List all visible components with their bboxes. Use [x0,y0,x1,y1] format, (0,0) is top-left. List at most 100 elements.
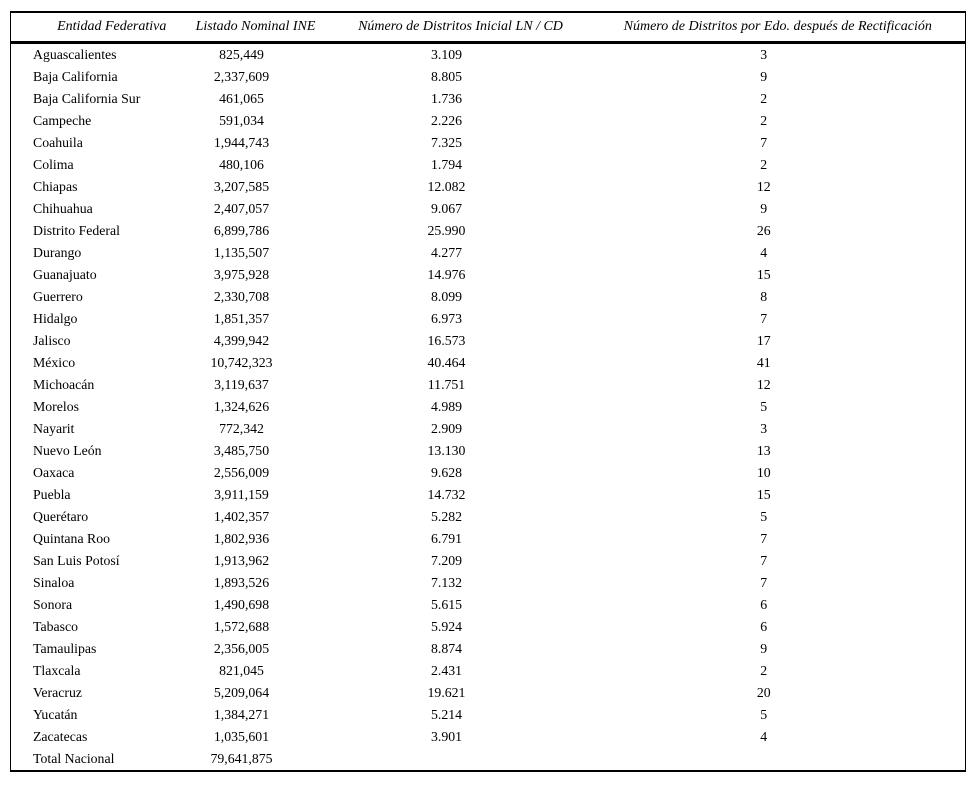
distritos-rectificacion-cell: 5 [760,399,768,414]
distritos-rectificacion-cell: 9 [760,201,768,216]
table-row: Aguascalientes 825,449 3.109 3 [11,43,966,67]
listado-nominal-cell: 79,641,875 [210,751,273,766]
table-row: Veracruz 5,209,064 19.621 20 [11,682,966,704]
table-row: México 10,742,323 40.464 41 [11,352,966,374]
distritos-inicial-cell: 14.732 [427,487,466,502]
listado-nominal-cell: 461,065 [219,91,264,106]
distritos-inicial-cell: 9.067 [430,201,463,216]
distritos-rectificacion-cell: 41 [756,355,771,370]
entity-cell: Colima [33,157,74,172]
distritos-inicial-cell: 2.226 [430,113,463,128]
distritos-inicial-cell: 12.082 [427,179,466,194]
listado-nominal-cell: 591,034 [219,113,264,128]
distritos-inicial-cell: 6.791 [430,531,463,546]
listado-nominal-cell: 2,330,708 [213,289,270,304]
entity-cell: Guerrero [33,289,83,304]
entity-cell: México [33,355,76,370]
listado-nominal-cell: 5,209,064 [213,685,270,700]
entity-cell: Sinaloa [33,575,75,590]
listado-nominal-cell: 3,207,585 [213,179,270,194]
distritos-inicial-cell: 5.282 [430,509,463,524]
distritos-rectificacion-cell: 4 [760,729,768,744]
distritos-rectificacion-cell: 9 [760,641,768,656]
listado-nominal-cell: 4,399,942 [213,333,270,348]
entity-cell: Veracruz [33,685,83,700]
listado-nominal-cell: 821,045 [219,663,264,678]
distritos-rectificacion-cell: 7 [760,311,768,326]
listado-nominal-cell: 1,324,626 [213,399,270,414]
distritos-rectificacion-cell: 3 [760,47,768,62]
header-distritos-inicial: Número de Distritos Inicial LN / CD [330,12,591,44]
distritos-rectificacion-cell: 15 [756,487,771,502]
distritos-rectificacion-cell: 6 [760,597,768,612]
entity-cell: Sonora [33,597,73,612]
listado-nominal-cell: 2,407,057 [213,201,270,216]
entity-cell: Total Nacional [33,751,115,766]
table-row: Guerrero 2,330,708 8.099 8 [11,286,966,308]
entity-cell: Morelos [33,399,79,414]
districts-rectification-table: Entidad Federativa Listado Nominal INE N… [10,11,966,772]
table-header-row: Entidad Federativa Listado Nominal INE N… [10,12,966,44]
table-row: Tabasco 1,572,688 5.924 6 [11,616,966,638]
distritos-rectificacion-cell: 2 [760,113,768,128]
entity-cell: Quintana Roo [33,531,111,546]
distritos-inicial-cell: 5.214 [430,707,463,722]
entity-cell: Baja California [33,69,118,84]
distritos-inicial-cell: 5.924 [430,619,463,634]
table-row: Nayarit 772,342 2.909 3 [11,418,966,440]
distritos-inicial-cell: 11.751 [427,377,466,392]
entity-cell: Coahuila [33,135,83,150]
distritos-rectificacion-cell: 3 [760,421,768,436]
entity-cell: Chiapas [33,179,78,194]
listado-nominal-cell: 1,572,688 [213,619,270,634]
table-row: Chihuahua 2,407,057 9.067 9 [11,198,966,220]
listado-nominal-cell: 825,449 [219,47,264,62]
entity-cell: Querétaro [33,509,89,524]
entity-cell: Tamaulipas [33,641,97,656]
table-row: Zacatecas 1,035,601 3.901 4 [11,726,966,748]
listado-nominal-cell: 1,944,743 [213,135,270,150]
entity-cell: Jalisco [33,333,71,348]
table-row: Guanajuato 3,975,928 14.976 15 [11,264,966,286]
distritos-rectificacion-cell: 5 [760,509,768,524]
distritos-inicial-cell: 6.973 [430,311,463,326]
table-row: Quintana Roo 1,802,936 6.791 7 [11,528,966,550]
distritos-rectificacion-cell: 10 [756,465,771,480]
distritos-rectificacion-cell: 8 [760,289,768,304]
listado-nominal-cell: 1,402,357 [213,509,270,524]
distritos-inicial-cell: 8.805 [430,69,463,84]
table-row: Yucatán 1,384,271 5.214 5 [11,704,966,726]
distritos-rectificacion-cell: 6 [760,619,768,634]
entity-cell: Nayarit [33,421,75,436]
distritos-rectificacion-cell: 7 [760,553,768,568]
table-row: Distrito Federal 6,899,786 25.990 26 [11,220,966,242]
header-distritos-rectificacion: Número de Distritos por Edo. después de … [590,12,966,44]
table-row: Total Nacional 79,641,875 [11,748,966,771]
distritos-rectificacion-cell: 12 [756,377,771,392]
distritos-rectificacion-cell: 26 [756,223,771,238]
distritos-inicial-cell: 4.277 [430,245,463,260]
entity-cell: Guanajuato [33,267,97,282]
distritos-inicial-cell: 3.109 [430,47,463,62]
table-row: Tlaxcala 821,045 2.431 2 [11,660,966,682]
distritos-inicial-cell: 2.431 [430,663,463,678]
entity-cell: Puebla [33,487,71,502]
distritos-inicial-cell: 13.130 [427,443,466,458]
distritos-rectificacion-cell: 15 [756,267,771,282]
entity-cell: Aguascalientes [33,47,117,62]
listado-nominal-cell: 1,135,507 [213,245,270,260]
entity-cell: Yucatán [33,707,78,722]
listado-nominal-cell: 1,035,601 [213,729,270,744]
distritos-inicial-cell: 25.990 [427,223,466,238]
listado-nominal-cell: 3,485,750 [213,443,270,458]
listado-nominal-cell: 480,106 [219,157,264,172]
distritos-inicial-cell: 16.573 [427,333,466,348]
entity-cell: Chihuahua [33,201,93,216]
distritos-inicial-cell: 1.736 [430,91,463,106]
table-row: Oaxaca 2,556,009 9.628 10 [11,462,966,484]
entity-cell: Baja California Sur [33,91,141,106]
table-body: Aguascalientes 825,449 3.109 3 Baja Californ… [11,43,966,772]
listado-nominal-cell: 3,119,637 [214,377,269,392]
listado-nominal-cell: 6,899,786 [213,223,270,238]
